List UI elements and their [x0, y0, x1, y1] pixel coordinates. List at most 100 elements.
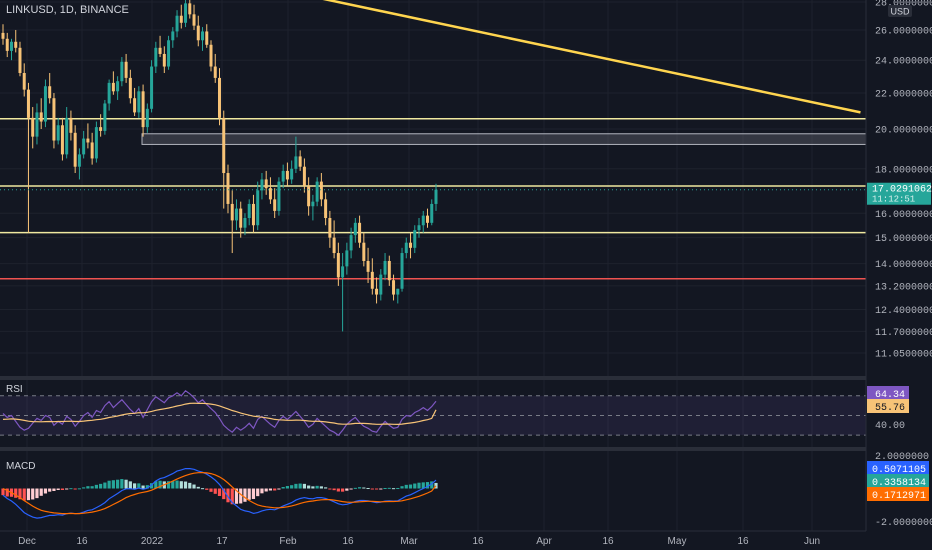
candle-body [222, 117, 226, 174]
candle-body [243, 218, 247, 228]
candle-body [400, 253, 404, 289]
current-price-tag: 17.0291062 11:12:51 [867, 182, 932, 205]
candle-body [379, 274, 383, 295]
candle [332, 220, 336, 259]
macd-histogram-value-label: 0.3358134 [872, 478, 926, 489]
candle-body [234, 208, 238, 221]
candle [417, 218, 421, 238]
candle [103, 99, 107, 135]
time-axis[interactable] [0, 531, 866, 550]
macd-histogram-bar [99, 483, 103, 489]
macd-histogram-bar [332, 488, 336, 491]
rsi-ma-value-label: 55.76 [875, 403, 905, 414]
price-axis[interactable] [866, 0, 932, 550]
trendline[interactable] [300, 0, 861, 114]
macd-histogram-bar [65, 488, 69, 490]
macd-histogram-bar [18, 488, 22, 500]
candle [434, 183, 438, 211]
zone-rect[interactable] [141, 133, 867, 145]
candle [379, 269, 383, 301]
macd-histogram-bar [39, 488, 43, 496]
macd-histogram-bar [251, 488, 256, 499]
candle-body [158, 47, 162, 54]
candle [290, 160, 294, 184]
price-tick-label: 16.0000000 [875, 210, 932, 221]
macd-histogram-bar [145, 485, 149, 489]
macd-histogram-bar [362, 487, 366, 489]
candle [413, 225, 417, 254]
macd-histogram-bar [366, 488, 370, 490]
price-tick-label: 13.2000000 [875, 282, 932, 293]
macd-histogram-bar [82, 487, 86, 489]
time-axis-ticks: Dec 16 2022 17 Feb 16 Mar 16 Apr 16 May 16 Jun [18, 536, 820, 547]
candle [82, 130, 86, 159]
candle-body [404, 242, 408, 254]
candle-body [171, 31, 175, 41]
candle-body [264, 179, 268, 189]
macd-series [2, 468, 437, 519]
pane-separator[interactable] [0, 376, 866, 380]
time-tick-label: Dec [18, 536, 36, 547]
currency-badge[interactable]: USD [888, 5, 912, 17]
candle [175, 10, 179, 38]
candle-body [154, 47, 158, 67]
currency-badge-bg [888, 5, 912, 17]
candle [251, 194, 255, 233]
candle-body [370, 271, 374, 289]
macd-histogram-bar [107, 480, 111, 489]
candle [370, 258, 374, 295]
candle-body [73, 132, 77, 167]
candle-body [141, 91, 145, 128]
macd-histogram-bar [324, 487, 328, 489]
pane-separator[interactable] [0, 447, 866, 451]
candle [383, 253, 387, 281]
candle-body [26, 89, 30, 118]
rsi-legend[interactable]: RSI [6, 384, 23, 395]
candle-body [226, 173, 230, 204]
candle [324, 192, 328, 226]
resistance-zone[interactable] [141, 133, 867, 145]
candle [150, 60, 154, 113]
symbol-legend[interactable]: LINKUSD, 1D, BINANCE [6, 4, 129, 16]
rsi-ma-value-tag: 55.76 [867, 399, 909, 414]
candle [86, 123, 90, 149]
macd-histogram-bar [374, 488, 379, 490]
candle-body [22, 72, 26, 90]
macd-histogram-bar [294, 483, 298, 489]
candle [124, 53, 128, 83]
macd-histogram-bar [183, 481, 188, 489]
candle-body [392, 280, 396, 295]
candle [234, 199, 238, 231]
candle-body [268, 188, 272, 200]
candle [226, 164, 230, 214]
candle-body [319, 181, 323, 200]
candle [392, 274, 396, 301]
candle [94, 121, 98, 163]
macd-histogram-bar [234, 488, 239, 504]
candle-body [341, 266, 345, 278]
candle [192, 4, 196, 30]
candle-body [396, 288, 400, 295]
macd-legend[interactable]: MACD [6, 461, 35, 472]
macd-histogram-bar [353, 487, 357, 489]
candle-body [179, 15, 183, 23]
macd-histogram-bar [400, 486, 404, 489]
candle-body [209, 44, 213, 67]
candle-body [18, 47, 22, 73]
macd-histogram-bar [116, 479, 120, 489]
candle-body [417, 225, 421, 231]
macd-histogram-bar [328, 488, 332, 490]
macd-histogram-bar [430, 481, 434, 489]
candle [120, 57, 124, 87]
macd-histogram-bar [226, 488, 230, 503]
candle-body [43, 86, 47, 122]
macd-histogram-bar [298, 483, 302, 489]
candle [222, 110, 226, 209]
candle-body [196, 25, 200, 41]
candle-body [1, 32, 5, 39]
macd-histogram-bar [222, 488, 226, 500]
candle [154, 41, 158, 73]
candle-body [107, 82, 111, 104]
macd-histogram-bar [69, 488, 73, 490]
